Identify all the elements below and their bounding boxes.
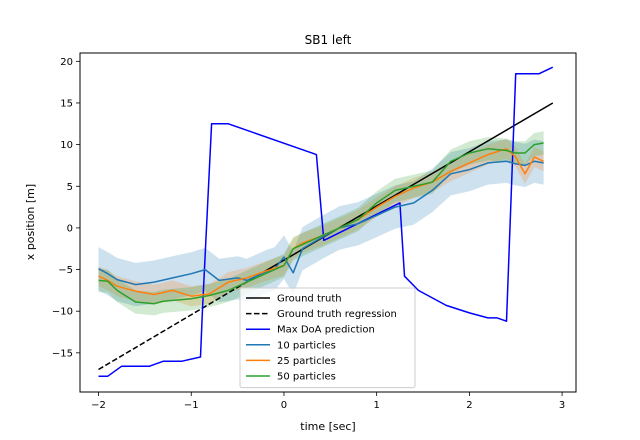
x-tick-label: −2 — [91, 400, 106, 411]
legend-label-ground-truth-regression: Ground truth regression — [277, 309, 397, 320]
y-tick-label: 20 — [60, 57, 73, 68]
series-line-max-doa-prediction — [98, 66, 554, 377]
legend-label-ground-truth: Ground truth — [277, 294, 342, 305]
series-line-10-particles — [98, 160, 544, 286]
y-axis-label: x position [m] — [24, 184, 37, 260]
y-axis-ticks: −15 −10 −5 0 5 10 15 20 — [52, 57, 80, 359]
y-tick-label: 10 — [60, 140, 73, 151]
legend-label-50-particles: 50 particles — [277, 372, 336, 383]
legend-label-25-particles: 25 particles — [277, 356, 336, 367]
series-line-50-particles — [98, 142, 544, 305]
x-axis-ticks: −2 −1 0 1 2 3 — [91, 392, 565, 411]
y-tick-label: 5 — [67, 182, 73, 193]
x-tick-label: 1 — [373, 400, 379, 411]
chart-title: SB1 left — [305, 33, 352, 47]
x-tick-label: 0 — [281, 400, 287, 411]
legend-box — [239, 287, 416, 389]
y-tick-label: −5 — [58, 265, 73, 276]
series-lines — [98, 66, 554, 377]
x-axis-label: time [sec] — [300, 420, 355, 433]
legend-label-10-particles: 10 particles — [277, 340, 336, 351]
x-tick-label: 3 — [559, 400, 565, 411]
y-tick-label: −15 — [52, 348, 73, 359]
x-tick-label: 2 — [466, 400, 472, 411]
y-tick-label: −10 — [52, 307, 73, 318]
axes-frame — [79, 52, 577, 393]
x-tick-label: −1 — [184, 400, 199, 411]
legend-label-max-doa-prediction: Max DoA prediction — [277, 325, 375, 336]
band-25-particles — [98, 138, 544, 307]
legend: Ground truth Ground truth regression Max D… — [239, 287, 416, 389]
y-tick-label: 0 — [67, 223, 73, 234]
y-tick-label: 15 — [60, 98, 73, 109]
series-line-ground-truth-regression — [98, 273, 262, 371]
band-50-particles — [98, 131, 544, 316]
